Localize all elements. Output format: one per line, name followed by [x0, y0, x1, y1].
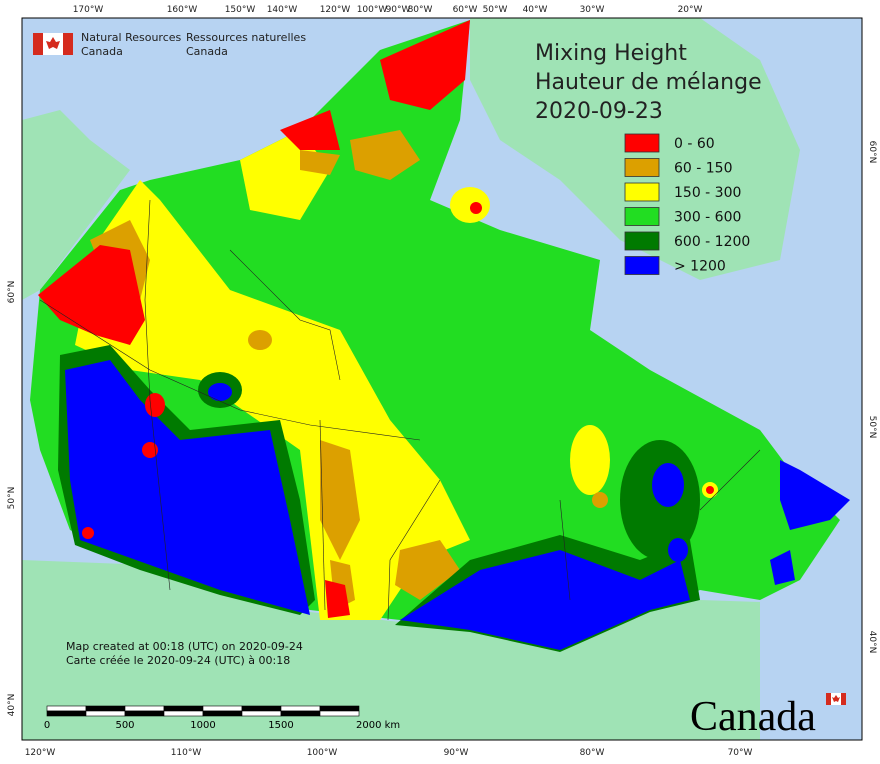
legend-label: 60 - 150	[674, 161, 733, 177]
org-name-fr: Ressources naturelles	[186, 31, 306, 44]
longitude-label: 160°W	[167, 5, 198, 15]
legend-swatch	[624, 231, 660, 251]
longitude-label: 170°W	[73, 5, 104, 15]
scale-segment	[85, 710, 126, 717]
scale-label: 0	[44, 720, 50, 731]
scale-label: 2000 km	[356, 720, 400, 731]
legend-swatch	[624, 158, 660, 177]
longitude-label: 40°W	[523, 5, 548, 15]
frame	[21, 17, 863, 741]
longitude-label: 70°W	[728, 748, 753, 758]
scale-segment	[280, 705, 321, 712]
scale-segment	[280, 710, 321, 717]
credit-line: Carte créée le 2020-09-24 (UTC) à 00:18	[66, 654, 290, 667]
wordmark: Canada	[690, 694, 816, 740]
longitude-label: 60°W	[453, 5, 478, 15]
longitude-label: 30°W	[580, 5, 605, 15]
scale-label: 500	[115, 720, 134, 731]
legend-swatch	[624, 256, 660, 275]
scale-segment	[163, 705, 204, 712]
map-title: Mixing Height	[535, 41, 687, 66]
latitude-label: 40°N	[867, 631, 877, 654]
legend-swatch	[624, 207, 660, 226]
longitude-label: 140°W	[267, 5, 298, 15]
longitude-label: 50°W	[483, 5, 508, 15]
scale-segment	[241, 710, 282, 717]
latitude-label: 60°N	[867, 141, 877, 164]
legend-label: > 1200	[674, 259, 726, 275]
map-title: Hauteur de mélange	[535, 70, 762, 95]
longitude-label: 110°W	[171, 748, 202, 758]
latitude-label: 50°N	[7, 487, 17, 510]
org-name-en: Canada	[81, 45, 123, 58]
org-name-fr: Canada	[186, 45, 228, 58]
scale-segment	[319, 710, 360, 717]
legend-label: 600 - 1200	[674, 234, 750, 250]
scale-label: 1000	[190, 720, 215, 731]
longitude-label: 120°W	[25, 748, 56, 758]
legend-label: 150 - 300	[674, 185, 741, 201]
flag-logo	[33, 33, 73, 55]
latitude-label: 40°N	[7, 694, 17, 717]
longitude-label: 100°W	[307, 748, 338, 758]
longitude-label: 100°W	[357, 5, 388, 15]
latitude-label: 60°N	[7, 281, 17, 304]
canada-fields	[30, 20, 850, 652]
legend-label: 0 - 60	[674, 136, 715, 152]
borders	[39, 199, 761, 621]
latitude-label: 50°N	[867, 416, 877, 439]
legend-swatch	[624, 133, 660, 153]
wordmark-flag	[826, 693, 846, 705]
scale-segment	[46, 705, 87, 712]
longitude-label: 150°W	[225, 5, 256, 15]
scale-segment	[241, 705, 282, 712]
org-name-en: Natural Resources	[81, 31, 182, 44]
scale-segment	[202, 710, 243, 717]
scale-segment	[46, 710, 87, 717]
scale-segment	[85, 705, 126, 712]
scale-label: 1500	[268, 720, 293, 731]
longitude-label: 80°W	[580, 748, 605, 758]
scale-segment	[202, 705, 243, 712]
longitude-label: 90°W	[386, 5, 411, 15]
legend-label: 300 - 600	[674, 210, 741, 226]
credit-line: Map created at 00:18 (UTC) on 2020-09-24	[66, 640, 303, 653]
scale-segment	[163, 710, 204, 717]
scale-segment	[124, 705, 165, 712]
map-title: 2020-09-23	[535, 99, 663, 124]
scale-segment	[124, 710, 165, 717]
longitude-label: 20°W	[678, 5, 703, 15]
longitude-label: 120°W	[320, 5, 351, 15]
scale-segment	[319, 705, 360, 712]
legend-swatch	[624, 182, 660, 202]
longitude-label: 90°W	[444, 748, 469, 758]
longitude-label: 80°W	[408, 5, 433, 15]
